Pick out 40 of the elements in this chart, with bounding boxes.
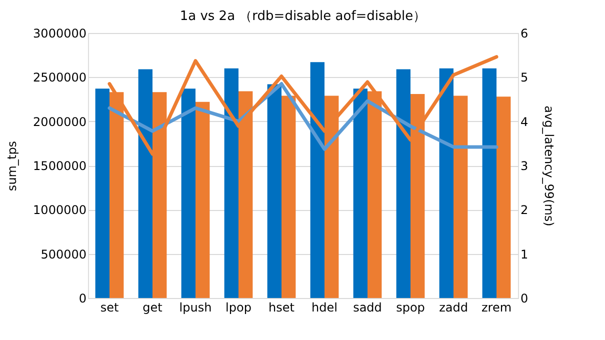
bar: [353, 88, 368, 298]
y-tick-label: 1500000: [33, 159, 86, 173]
bar: [482, 68, 496, 298]
bar: [138, 69, 152, 298]
x-tick-label: zrem: [481, 300, 512, 314]
bar: [310, 62, 324, 298]
y2-tick-label: 0: [520, 292, 528, 306]
y2-axis-title: avg_latency_99(ms): [542, 106, 556, 226]
y-tick-label: 2500000: [33, 70, 86, 85]
bar: [396, 69, 410, 298]
x-tick-label: set: [100, 300, 119, 314]
x-tick-label: sadd: [353, 300, 382, 314]
y-tick-label: 500000: [40, 247, 86, 262]
chart-title: 1a vs 2a （rdb=disable aof=disable）: [180, 9, 426, 24]
y-axis-title: sum_tps: [5, 140, 20, 192]
y2-tick-label: 4: [520, 114, 528, 129]
x-tick-label: get: [142, 300, 163, 314]
x-tick-label: lpush: [179, 300, 212, 314]
bar: [95, 88, 110, 298]
bar: [496, 96, 511, 298]
bar: [181, 88, 196, 298]
bar: [224, 68, 238, 298]
bar: [196, 102, 210, 298]
bar: [267, 84, 282, 298]
x-tick-label: hdel: [312, 300, 338, 314]
y-tick-label: 0: [78, 292, 86, 306]
x-tick-label: spop: [396, 300, 425, 314]
x-tick-label: hset: [268, 300, 295, 314]
y2-tick-label: 5: [520, 70, 528, 85]
bar: [454, 96, 468, 298]
y-tick-label: 1000000: [33, 203, 86, 218]
y2-tick-label: 6: [520, 26, 528, 40]
y-tick-label: 2000000: [33, 114, 86, 129]
x-tick-label: lpop: [226, 300, 252, 314]
y2-tick-label: 3: [520, 159, 528, 173]
y2-tick-label: 1: [520, 247, 528, 262]
y-tick-label: 3000000: [33, 26, 86, 40]
y2-tick-label: 2: [520, 203, 528, 218]
bar: [439, 68, 454, 298]
x-tick-label: zadd: [439, 300, 468, 314]
